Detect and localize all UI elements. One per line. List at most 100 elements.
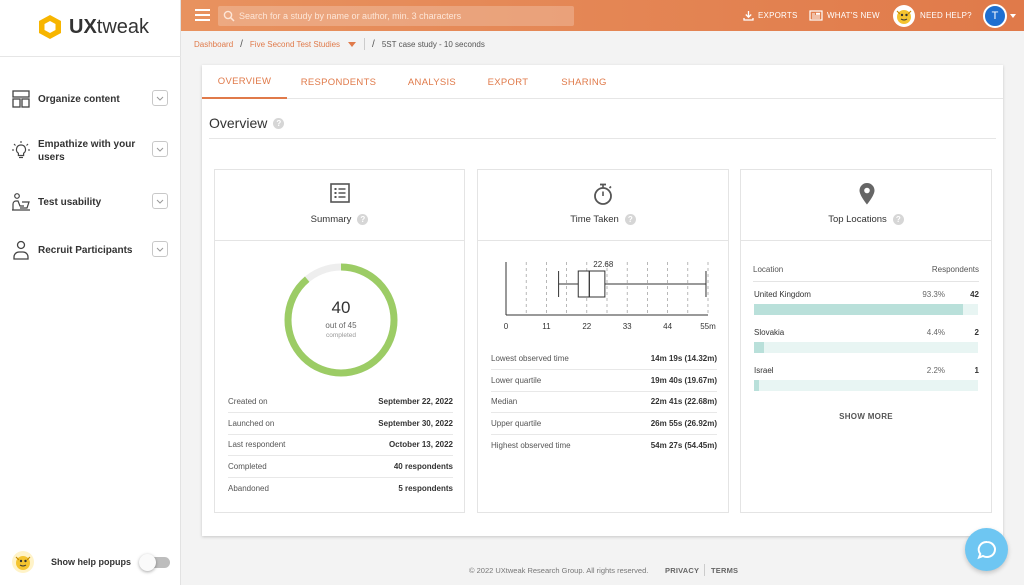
need-help-label: NEED HELP?	[920, 11, 972, 20]
sidebar-item-label: Recruit Participants	[38, 245, 133, 256]
page-title-text: Overview	[209, 115, 268, 131]
list-icon	[330, 183, 350, 203]
sidebar-item-label: Empathize with your users	[38, 139, 136, 163]
tab-respondents[interactable]: RESPONDENTS	[300, 76, 377, 88]
x-tick-label: 0	[504, 322, 509, 331]
whats-new-button[interactable]: WHAT'S NEW	[809, 0, 880, 31]
median-label: 22.68	[593, 260, 614, 269]
row-key: Created on	[228, 397, 268, 406]
sidebar-item-empathize[interactable]: Empathize with your users	[0, 138, 181, 164]
tab-overview[interactable]: OVERVIEW	[202, 65, 287, 99]
toggle-knob[interactable]	[139, 554, 156, 571]
card-title: Summary ?	[215, 214, 464, 225]
person-laptop-icon	[12, 193, 30, 211]
time-boxplot-chart: 0 11 22 33 44 55m 22.68	[504, 260, 716, 331]
card-header: Time Taken ?	[478, 170, 728, 241]
location-bar-track	[754, 380, 978, 391]
footer-divider	[704, 564, 705, 576]
breadcrumb-parent[interactable]: Five Second Test Studies	[249, 39, 341, 49]
chevron-down-icon[interactable]	[152, 193, 168, 209]
location-name: Slovakia	[754, 328, 785, 337]
out-of-label: out of 45	[325, 321, 357, 330]
row-value: 22m 41s (22.68m)	[650, 397, 717, 406]
help-popups-row: Show help popups	[0, 549, 181, 575]
table-row: Abandoned 5 respondents	[228, 477, 453, 499]
row-value: 19m 40s (19.67m)	[650, 376, 717, 385]
help-icon[interactable]: ?	[357, 214, 369, 225]
tab-analysis[interactable]: ANALYSIS	[407, 76, 457, 88]
logo[interactable]: UXtweak	[37, 14, 149, 40]
column-header-respondents: Respondents	[931, 265, 979, 274]
sidebar-item-test-usability[interactable]: Test usability	[0, 192, 181, 212]
sidebar-item-organize-content[interactable]: Organize content	[0, 89, 181, 109]
logo-divider	[0, 56, 181, 57]
help-icon[interactable]: ?	[273, 117, 285, 129]
breadcrumb: Dashboard / Five Second Test Studies / 5…	[194, 38, 485, 50]
search-input[interactable]	[239, 6, 569, 26]
sidebar-item-recruit-participants[interactable]: Recruit Participants	[0, 240, 181, 260]
completion-ring	[284, 263, 398, 377]
privacy-link[interactable]: PRIVACY	[665, 566, 700, 575]
chat-button[interactable]	[965, 528, 1008, 571]
row-key: Completed	[228, 462, 267, 471]
location-row: Slovakia 4.4% 2	[753, 328, 979, 362]
breadcrumb-separator: /	[240, 38, 243, 50]
layout-icon	[12, 90, 30, 108]
location-row: Israel 2.2% 1	[753, 366, 979, 400]
row-value: 14m 19s (14.32m)	[650, 354, 717, 363]
caret-down-icon[interactable]	[348, 41, 357, 47]
newspaper-icon	[809, 10, 823, 21]
row-key: Launched on	[228, 419, 275, 428]
completed-label: completed	[326, 332, 356, 339]
breadcrumb-separator: /	[372, 38, 375, 50]
location-count: 1	[974, 366, 979, 375]
show-more-button[interactable]: SHOW MORE	[839, 412, 893, 421]
row-key: Lowest observed time	[491, 354, 569, 363]
logo-hexagon-icon	[39, 15, 61, 39]
tab-export[interactable]: EXPORT	[487, 76, 529, 88]
caret-down-icon[interactable]	[1010, 14, 1016, 18]
card-title: Top Locations ?	[741, 214, 991, 225]
table-row: Lowest observed time 14m 19s (14.32m)	[491, 348, 717, 370]
chevron-down-icon[interactable]	[152, 141, 168, 157]
location-name: Israel	[754, 366, 774, 375]
download-icon	[743, 11, 754, 21]
chat-bubble-icon	[976, 540, 996, 559]
top-bar: EXPORTS WHAT'S NEW NEED HELP? T	[181, 0, 1024, 31]
location-bar-track	[754, 304, 978, 315]
help-icon[interactable]: ?	[892, 214, 904, 225]
card-header: Top Locations ?	[741, 170, 991, 241]
help-icon[interactable]: ?	[624, 214, 636, 225]
divider	[209, 138, 996, 139]
sidebar-item-label: Organize content	[38, 94, 120, 105]
exports-button[interactable]: EXPORTS	[743, 0, 798, 31]
user-avatar[interactable]: T	[983, 4, 1007, 28]
row-value: 54m 27s (54.45m)	[650, 440, 717, 450]
breadcrumb-divider	[364, 38, 366, 50]
sidebar: UXtweak Organize content Empathize with …	[0, 0, 181, 585]
location-bar-track	[754, 342, 978, 353]
row-key: Last respondent	[228, 440, 286, 449]
footer: © 2022 UXtweak Research Group. All right…	[181, 564, 1024, 578]
chevron-down-icon[interactable]	[152, 241, 168, 257]
row-value: 5 respondents	[398, 483, 453, 493]
table-row: Created on September 22, 2022	[228, 391, 453, 413]
breadcrumb-dashboard[interactable]: Dashboard	[194, 39, 234, 49]
help-popups-toggle[interactable]	[139, 554, 170, 571]
need-help-button[interactable]: NEED HELP?	[893, 0, 972, 31]
table-row: Lower quartile 19m 40s (19.67m)	[491, 370, 717, 392]
sidebar-item-label: Test usability	[38, 197, 102, 208]
location-bar-fill	[754, 304, 963, 315]
hamburger-menu-icon[interactable]	[195, 9, 210, 21]
column-header-location: Location	[753, 265, 784, 274]
lightbulb-icon	[12, 141, 30, 159]
terms-link[interactable]: TERMS	[711, 566, 739, 575]
row-key: Highest observed time	[491, 440, 571, 450]
help-popups-label: Show help popups	[51, 557, 131, 567]
chevron-down-icon[interactable]	[152, 90, 168, 106]
location-percent: 93.3%	[922, 290, 945, 299]
row-value: 40 respondents	[393, 462, 453, 471]
row-value: 26m 55s (26.92m)	[650, 419, 717, 428]
tab-sharing[interactable]: SHARING	[561, 76, 607, 88]
x-tick-label: 22	[582, 322, 591, 331]
